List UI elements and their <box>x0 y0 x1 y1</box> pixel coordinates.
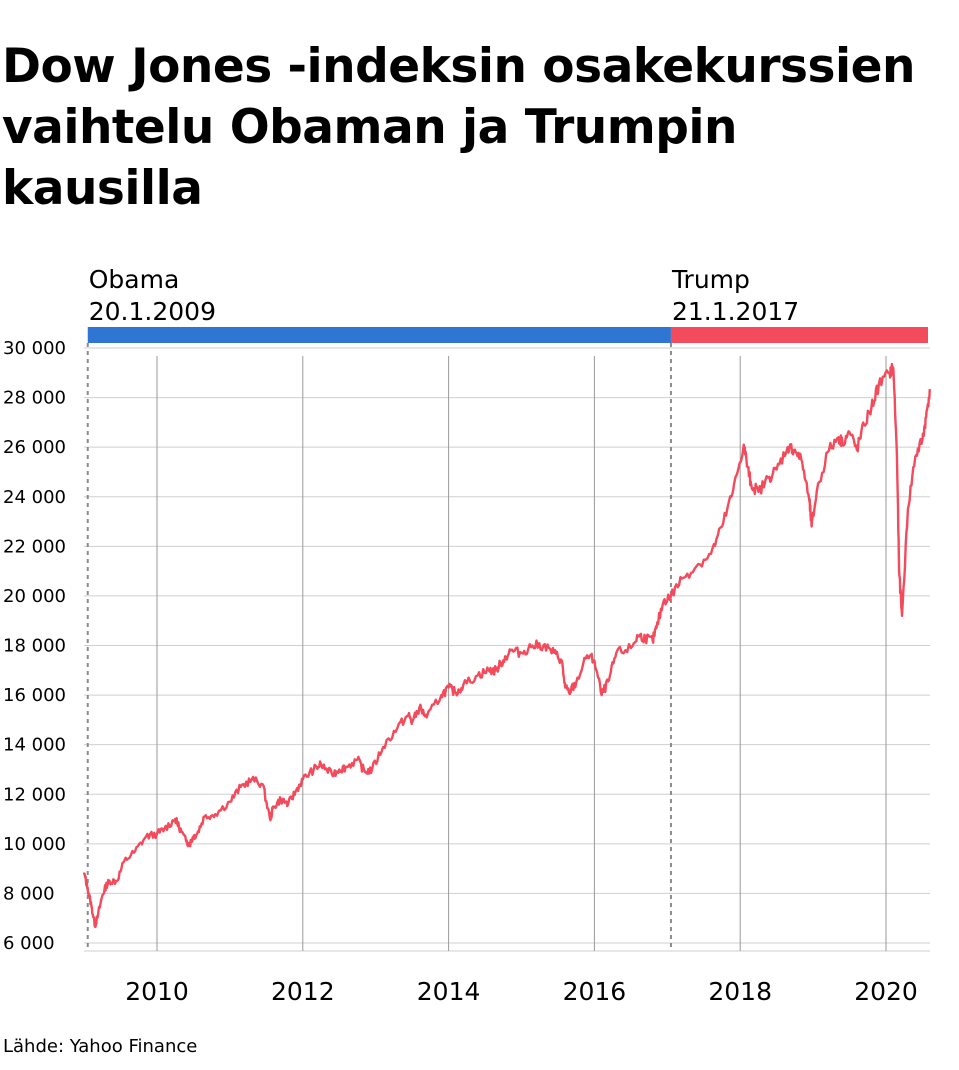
y-tick-label: 28 000 <box>3 388 66 409</box>
y-tick-label: 26 000 <box>3 437 66 458</box>
y-tick-label: 20 000 <box>3 586 66 607</box>
y-tick-label: 18 000 <box>3 636 66 657</box>
term-name-label: Obama <box>89 265 180 294</box>
x-axis-labels: 2010 2012 2014 2016 2018 2020 <box>125 977 918 1006</box>
x-tick-label: 2016 <box>563 977 627 1006</box>
x-tick-label: 2020 <box>854 977 918 1006</box>
y-tick-label: 24 000 <box>3 487 66 508</box>
y-tick-label: 12 000 <box>3 784 66 805</box>
term-bar-trump <box>670 327 928 343</box>
source-note: Lähde: Yahoo Finance <box>3 1036 198 1057</box>
y-tick-label: 10 000 <box>3 834 66 855</box>
term-name-label: Trump <box>671 265 750 294</box>
series-layer <box>82 362 931 929</box>
y-tick-label: 6 000 <box>3 933 55 954</box>
term-date-label: 20.1.2009 <box>89 297 216 326</box>
term-markers: Obama 20.1.2009 Trump 21.1.2017 <box>86 265 928 951</box>
term-bar-obama <box>87 327 671 343</box>
series-line-dow-jones <box>82 362 931 929</box>
y-tick-label: 30 000 <box>3 338 66 359</box>
y-axis-labels: 6 000 8 000 10 000 12 000 14 000 16 000 18 000… <box>3 338 66 954</box>
term-date-label: 21.1.2017 <box>672 297 799 326</box>
y-tick-label: 8 000 <box>3 883 55 904</box>
y-tick-label: 22 000 <box>3 536 66 557</box>
vertical-gridlines <box>156 356 887 951</box>
x-tick-label: 2014 <box>417 977 481 1006</box>
y-tick-label: 14 000 <box>3 735 66 756</box>
x-tick-label: 2018 <box>708 977 772 1006</box>
x-tick-label: 2010 <box>125 977 189 1006</box>
chart-title: Dow Jones -indeksin osakekurssien vaihte… <box>2 39 915 216</box>
horizontal-gridlines <box>84 347 930 952</box>
x-tick-label: 2012 <box>271 977 335 1006</box>
y-tick-label: 16 000 <box>3 685 66 706</box>
